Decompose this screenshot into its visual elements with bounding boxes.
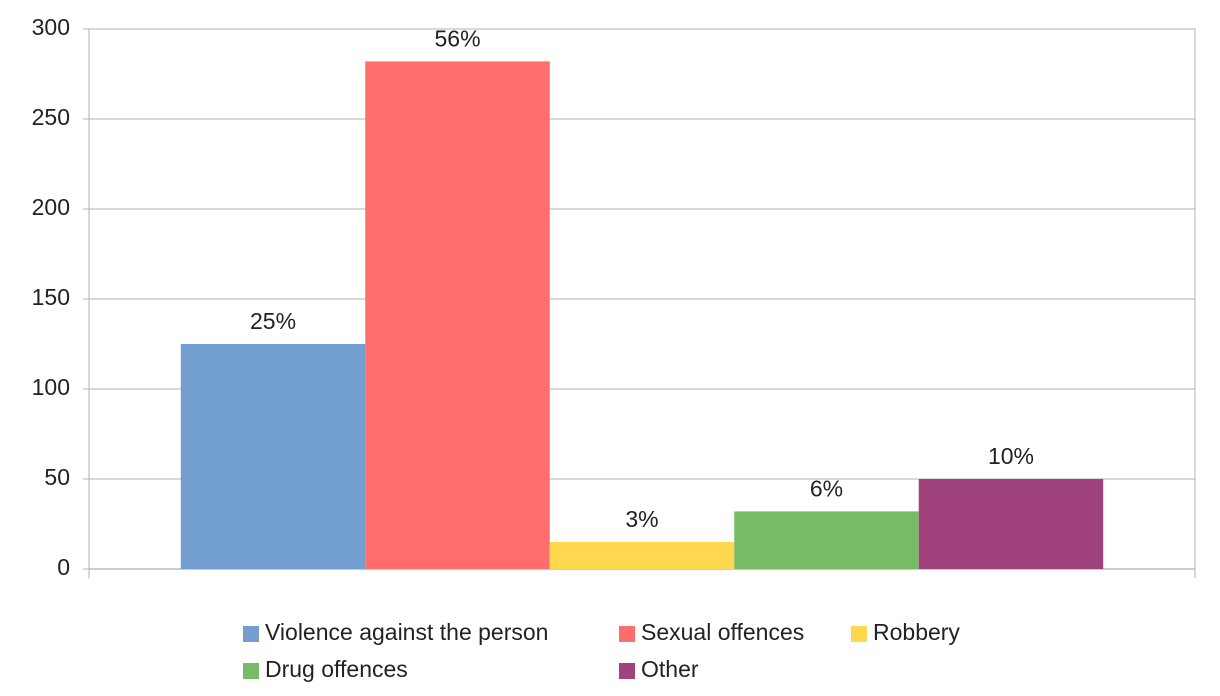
data-label: 25%	[250, 308, 296, 334]
y-tick-label: 50	[44, 464, 70, 490]
y-tick-label: 100	[32, 374, 70, 400]
y-tick-label: 150	[32, 284, 70, 310]
y-tick-label: 250	[32, 104, 70, 130]
legend-swatch	[619, 663, 635, 679]
legend-label: Violence against the person	[265, 619, 548, 645]
bar	[365, 61, 550, 570]
legend-swatch	[243, 663, 259, 679]
data-label: 56%	[434, 25, 480, 51]
data-label: 6%	[810, 475, 843, 501]
bar	[549, 542, 735, 569]
bar	[734, 511, 919, 569]
legend-label: Robbery	[873, 619, 960, 645]
bar	[918, 479, 1104, 569]
legend-swatch	[619, 626, 635, 642]
legend-swatch	[851, 626, 867, 642]
legend-label: Sexual offences	[641, 619, 804, 645]
y-tick-label: 0	[57, 554, 70, 580]
data-label: 10%	[988, 443, 1034, 469]
y-tick-label: 300	[32, 14, 70, 40]
legend-label: Other	[641, 656, 699, 682]
bar	[180, 344, 366, 569]
data-label: 3%	[625, 506, 658, 532]
legend-swatch	[243, 626, 259, 642]
legend-label: Drug offences	[265, 656, 408, 682]
y-tick-label: 200	[32, 194, 70, 220]
